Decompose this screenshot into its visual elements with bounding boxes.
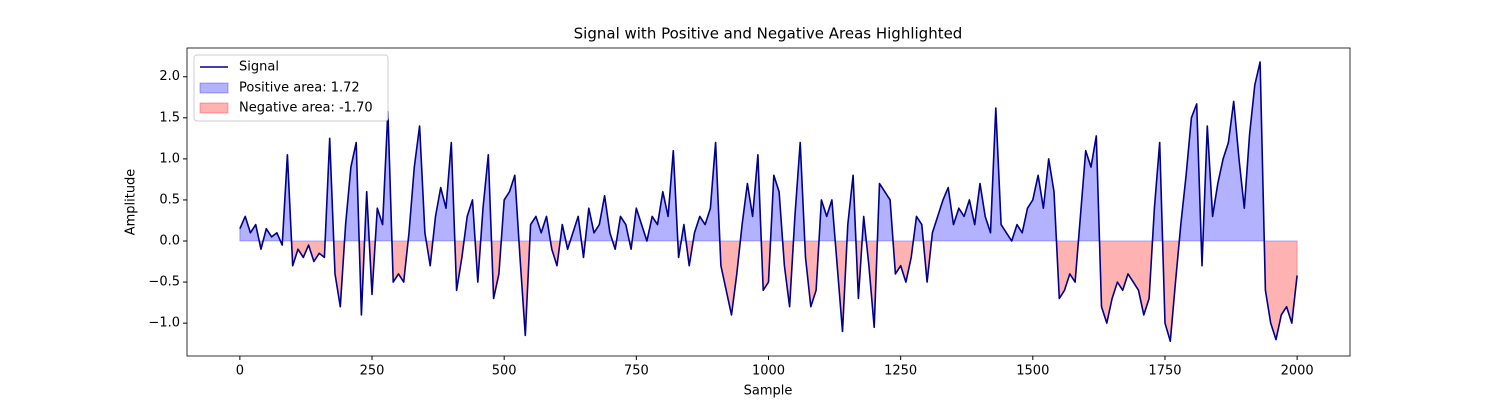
y-axis-label: Amplitude [124,169,139,236]
legend-label: Signal [239,60,279,75]
legend-label: Negative area: -1.70 [239,101,373,116]
y-tick-label: 0.5 [159,192,180,207]
x-tick-label: 0 [236,364,244,379]
y-tick-label: 2.0 [159,69,180,84]
x-tick-label: 1750 [1148,364,1181,379]
positive-area [239,61,1298,242]
signal-line [239,61,1298,343]
x-tick-label: 1500 [1016,364,1049,379]
chart-title: Signal with Positive and Negative Areas … [574,25,963,43]
legend-patch [199,82,229,94]
legend-label: Positive area: 1.72 [239,81,360,96]
y-tick-label: −0.5 [148,275,180,290]
legend-patch [199,102,229,114]
legend-box [193,54,389,122]
y-tick-label: 0.0 [159,234,180,249]
x-tick-label: 750 [624,364,649,379]
negative-area [239,241,1298,342]
x-tick-label: 250 [360,364,385,379]
y-tick-label: 1.0 [159,151,180,166]
y-tick-label: −1.0 [148,316,180,331]
y-tick-label: 1.5 [159,110,180,125]
x-tick-label: 1250 [884,364,917,379]
plot-frame [186,47,1351,357]
x-tick-label: 500 [492,364,517,379]
x-tick-label: 1000 [752,364,785,379]
x-tick-label: 2000 [1281,364,1314,379]
x-axis-label: Sample [744,384,793,399]
